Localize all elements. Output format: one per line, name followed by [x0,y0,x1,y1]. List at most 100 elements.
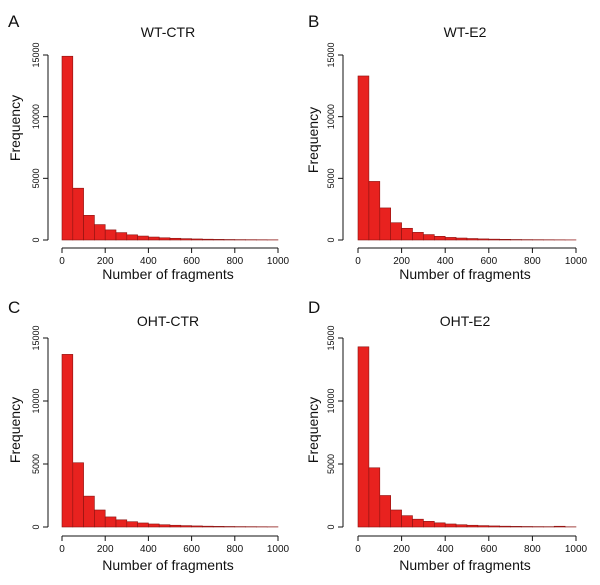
panel-d: D OHT-E2 Frequency Number of fragments 0… [305,298,588,573]
histogram-bar [423,234,435,241]
histogram-bar [444,523,457,528]
histogram-bar [83,215,95,241]
panel-c: C OHT-CTR Frequency Number of fragments … [7,298,290,573]
histogram-bar [499,525,511,528]
histogram-bar [212,526,225,528]
x-tick-label: 1000 [565,544,588,555]
histogram-bar [390,222,402,241]
histogram-bar [433,236,446,241]
histogram-bar [137,522,149,528]
x-axis-label: Number of fragments [399,557,531,573]
histogram-bar [412,232,424,241]
bars-group [61,55,279,241]
histogram-bar [510,526,522,528]
histogram-bar [126,521,138,528]
x-tick-label: 0 [355,256,361,267]
histogram-bar [169,237,182,241]
y-tick-label: 10000 [326,104,336,129]
histogram-bar [148,523,160,528]
x-tick-label: 200 [393,544,410,555]
histogram-bar [83,495,95,528]
histogram-bar [368,467,381,528]
histogram-bar [401,515,413,528]
histogram-bar [180,238,192,241]
histogram-bar [488,525,500,528]
x-tick-label: 600 [480,544,497,555]
y-tick-label: 5000 [31,454,41,474]
histogram-bar [379,495,391,528]
histogram-bar [104,229,117,241]
histogram-bar [368,181,381,241]
histogram-bar [444,237,457,241]
y-tick-label: 0 [326,237,336,242]
bars-group [357,75,577,241]
histogram-bar [202,525,214,528]
histogram-bar [455,237,468,241]
x-tick-label: 600 [480,256,497,267]
histogram-bar [94,509,106,528]
histogram-bar [191,238,203,241]
x-tick-label: 0 [59,544,65,555]
x-tick-label: 800 [226,256,243,267]
histogram-bar [202,238,214,241]
panel-a: A WT-CTR Frequency Number of fragments 0… [7,12,290,282]
histogram-bar [390,509,402,528]
histogram-bar [488,238,500,241]
chart-title: WT-CTR [141,24,195,40]
histogram-bar [466,238,479,241]
x-tick-label: 600 [183,544,200,555]
x-tick-label: 400 [140,544,157,555]
histogram-bar [148,236,160,241]
y-tick-label: 15000 [31,325,41,350]
x-tick-label: 800 [226,544,243,555]
y-tick-label: 0 [31,237,41,242]
histogram-bar [137,235,149,241]
x-tick-label: 200 [393,256,410,267]
histogram-bar [499,239,511,241]
x-tick-label: 400 [437,544,454,555]
histogram-bar [357,346,370,528]
y-tick-label: 15000 [326,325,336,350]
histogram-bar [115,519,128,528]
y-tick-label: 10000 [31,104,41,129]
x-tick-label: 0 [355,544,361,555]
x-tick-label: 1000 [267,544,290,555]
x-tick-label: 1000 [267,256,290,267]
y-axis-label: Frequency [7,95,23,161]
histogram-bar [115,232,128,241]
chart-title: WT-E2 [444,24,487,40]
histogram-bar [158,237,171,241]
x-tick-label: 800 [524,544,541,555]
histogram-bar [477,525,490,528]
x-axis-label: Number of fragments [399,266,531,282]
y-tick-label: 5000 [31,168,41,188]
y-tick-label: 5000 [326,454,336,474]
histogram-bar [212,239,225,241]
histogram-bar [466,524,479,528]
panel-b: B WT-E2 Frequency Number of fragments 0 2… [305,12,588,282]
y-tick-label: 0 [31,524,41,529]
histogram-bar [126,234,138,241]
histogram-bar [477,238,490,241]
panel-letter: C [8,298,20,317]
panel-letter: D [308,298,320,317]
histogram-bar [61,55,74,241]
histogram-bar [455,524,468,528]
histogram-bar [104,516,117,528]
histogram-bar [401,227,413,241]
histogram-bar [169,524,182,528]
x-tick-label: 200 [97,256,114,267]
y-tick-label: 5000 [326,168,336,188]
histogram-bar [180,525,192,528]
x-tick-label: 600 [183,256,200,267]
x-tick-label: 1000 [565,256,588,267]
x-tick-label: 400 [437,256,454,267]
panel-letter: A [8,12,20,31]
histogram-bar [553,525,566,528]
chart-title: OHT-E2 [440,313,491,329]
y-tick-label: 10000 [326,388,336,413]
histogram-bar [357,75,370,241]
bars-group [357,346,577,528]
